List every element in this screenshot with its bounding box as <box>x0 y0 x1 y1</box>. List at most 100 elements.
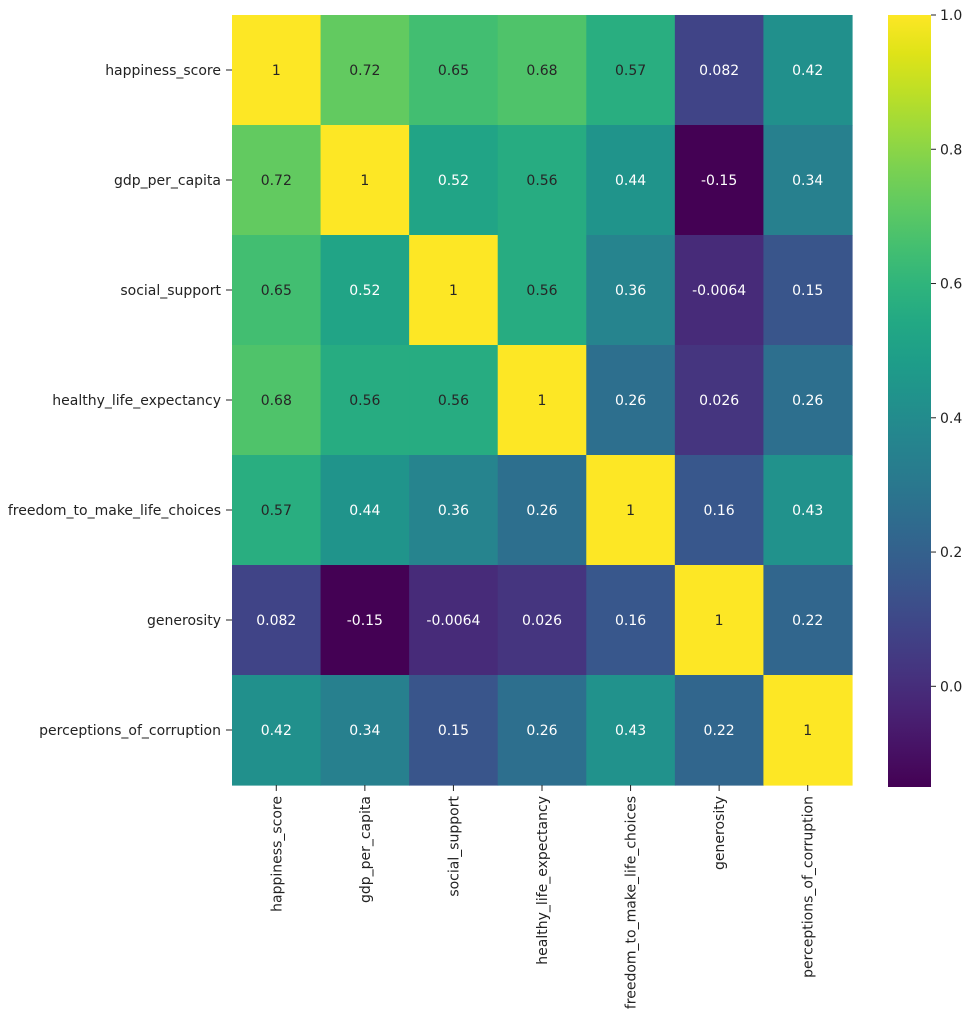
heatmap-cells <box>232 15 853 786</box>
heatmap-cell <box>232 675 322 786</box>
x-tick-label: gdp_per_capita <box>358 796 374 903</box>
cell-value-label: -0.15 <box>701 173 737 189</box>
cell-value-label: 0.36 <box>615 283 646 299</box>
cell-value-label: 0.026 <box>522 613 562 629</box>
cell-value-label: 0.56 <box>438 393 469 409</box>
heatmap-cell <box>674 15 765 126</box>
heatmap-cell <box>320 565 410 676</box>
cell-value-label: -0.15 <box>347 613 383 629</box>
heatmap-cell <box>674 455 765 566</box>
heatmap-cell <box>763 565 853 676</box>
cell-value-label: 0.44 <box>349 503 380 519</box>
x-tick-label: healthy_life_expectancy <box>535 796 551 965</box>
heatmap-cell <box>232 565 322 676</box>
heatmap-cell <box>586 15 676 126</box>
x-tick-label: social_support <box>446 795 462 896</box>
heatmap-cell <box>763 675 853 786</box>
y-tick-label: happiness_score <box>105 63 221 79</box>
colorbar: 0.0 0.2 0.4 0.6 0.8 1.0 <box>888 8 962 787</box>
y-tick-label: generosity <box>147 613 221 629</box>
cell-value-label: 0.52 <box>438 173 469 189</box>
y-axis: happiness_score gdp_per_capita social_supp… <box>8 63 232 739</box>
colorbar-tick-label: 0.2 <box>940 545 962 561</box>
cell-value-label: 1 <box>626 503 635 519</box>
cell-value-label: 0.68 <box>526 63 557 79</box>
heatmap-cell <box>409 565 499 676</box>
cell-value-label: 0.52 <box>349 283 380 299</box>
cell-value-label: 0.57 <box>615 63 646 79</box>
heatmap-cell <box>409 235 499 346</box>
heatmap-cell <box>763 455 853 566</box>
cell-value-label: 0.65 <box>261 283 292 299</box>
y-tick-label: social_support <box>120 283 221 299</box>
cell-value-label: 0.34 <box>792 173 823 189</box>
heatmap-cell <box>674 345 765 456</box>
heatmap-cell <box>409 15 499 126</box>
heatmap-cell <box>232 15 322 126</box>
heatmap-cell <box>674 675 765 786</box>
heatmap-cell <box>586 345 676 456</box>
colorbar-tick-label: 0.8 <box>940 142 962 158</box>
cell-value-label: 0.15 <box>792 283 823 299</box>
cell-value-label: 0.26 <box>615 393 646 409</box>
heatmap-cell <box>497 345 587 456</box>
cell-value-label: 0.082 <box>699 63 739 79</box>
cell-value-label: 0.34 <box>349 723 380 739</box>
heatmap-cell <box>763 15 853 126</box>
heatmap-annotations: 1 0.72 0.65 0.68 0.57 0.082 0.42 0.72 1 0.52 0.56 0… <box>256 63 823 739</box>
y-tick-label: gdp_per_capita <box>114 173 221 189</box>
y-tick-label: freedom_to_make_life_choices <box>8 503 221 519</box>
colorbar-tick-label: 1.0 <box>940 8 962 24</box>
cell-value-label: 0.57 <box>261 503 292 519</box>
cell-value-label: 0.43 <box>615 723 646 739</box>
cell-value-label: -0.0064 <box>426 613 480 629</box>
colorbar-tick-label: 0.6 <box>940 277 962 293</box>
cell-value-label: -0.0064 <box>692 283 746 299</box>
x-tick-label: perceptions_of_corruption <box>801 796 817 978</box>
y-tick-label: healthy_life_expectancy <box>52 393 221 409</box>
heatmap-cell <box>586 125 676 236</box>
colorbar-tick-label: 0.0 <box>940 679 962 695</box>
heatmap-cell <box>320 455 410 566</box>
heatmap-cell <box>320 675 410 786</box>
heatmap-cell <box>409 455 499 566</box>
cell-value-label: 0.42 <box>261 723 292 739</box>
heatmap-cell <box>674 565 765 676</box>
cell-value-label: 0.72 <box>261 173 292 189</box>
cell-value-label: 0.72 <box>349 63 380 79</box>
colorbar-tick-label: 0.4 <box>940 411 962 427</box>
heatmap-cell <box>232 455 322 566</box>
cell-value-label: 0.42 <box>792 63 823 79</box>
cell-value-label: 0.22 <box>792 613 823 629</box>
cell-value-label: 1 <box>803 723 812 739</box>
y-tick-label: perceptions_of_corruption <box>39 723 221 739</box>
heatmap-cell <box>763 125 853 236</box>
heatmap-cell <box>497 235 587 346</box>
cell-value-label: 0.56 <box>526 173 557 189</box>
heatmap-cell <box>320 15 410 126</box>
cell-value-label: 0.36 <box>438 503 469 519</box>
cell-value-label: 0.15 <box>438 723 469 739</box>
heatmap-cell <box>674 235 765 346</box>
heatmap-cell <box>232 125 322 236</box>
heatmap-cell <box>409 675 499 786</box>
heatmap-cell <box>586 235 676 346</box>
cell-value-label: 1 <box>272 63 281 79</box>
x-tick-label: generosity <box>712 796 728 870</box>
heatmap-cell <box>232 345 322 456</box>
heatmap-cell <box>232 235 322 346</box>
heatmap-cell <box>586 455 676 566</box>
cell-value-label: 0.56 <box>349 393 380 409</box>
cell-value-label: 0.16 <box>704 503 735 519</box>
cell-value-label: 0.65 <box>438 63 469 79</box>
heatmap-cell <box>320 235 410 346</box>
cell-value-label: 0.26 <box>526 723 557 739</box>
heatmap-cell <box>497 675 587 786</box>
heatmap-cell <box>763 345 853 456</box>
heatmap-cell <box>763 235 853 346</box>
cell-value-label: 0.68 <box>261 393 292 409</box>
cell-value-label: 0.026 <box>699 393 739 409</box>
heatmap-cell <box>586 565 676 676</box>
cell-value-label: 0.22 <box>704 723 735 739</box>
